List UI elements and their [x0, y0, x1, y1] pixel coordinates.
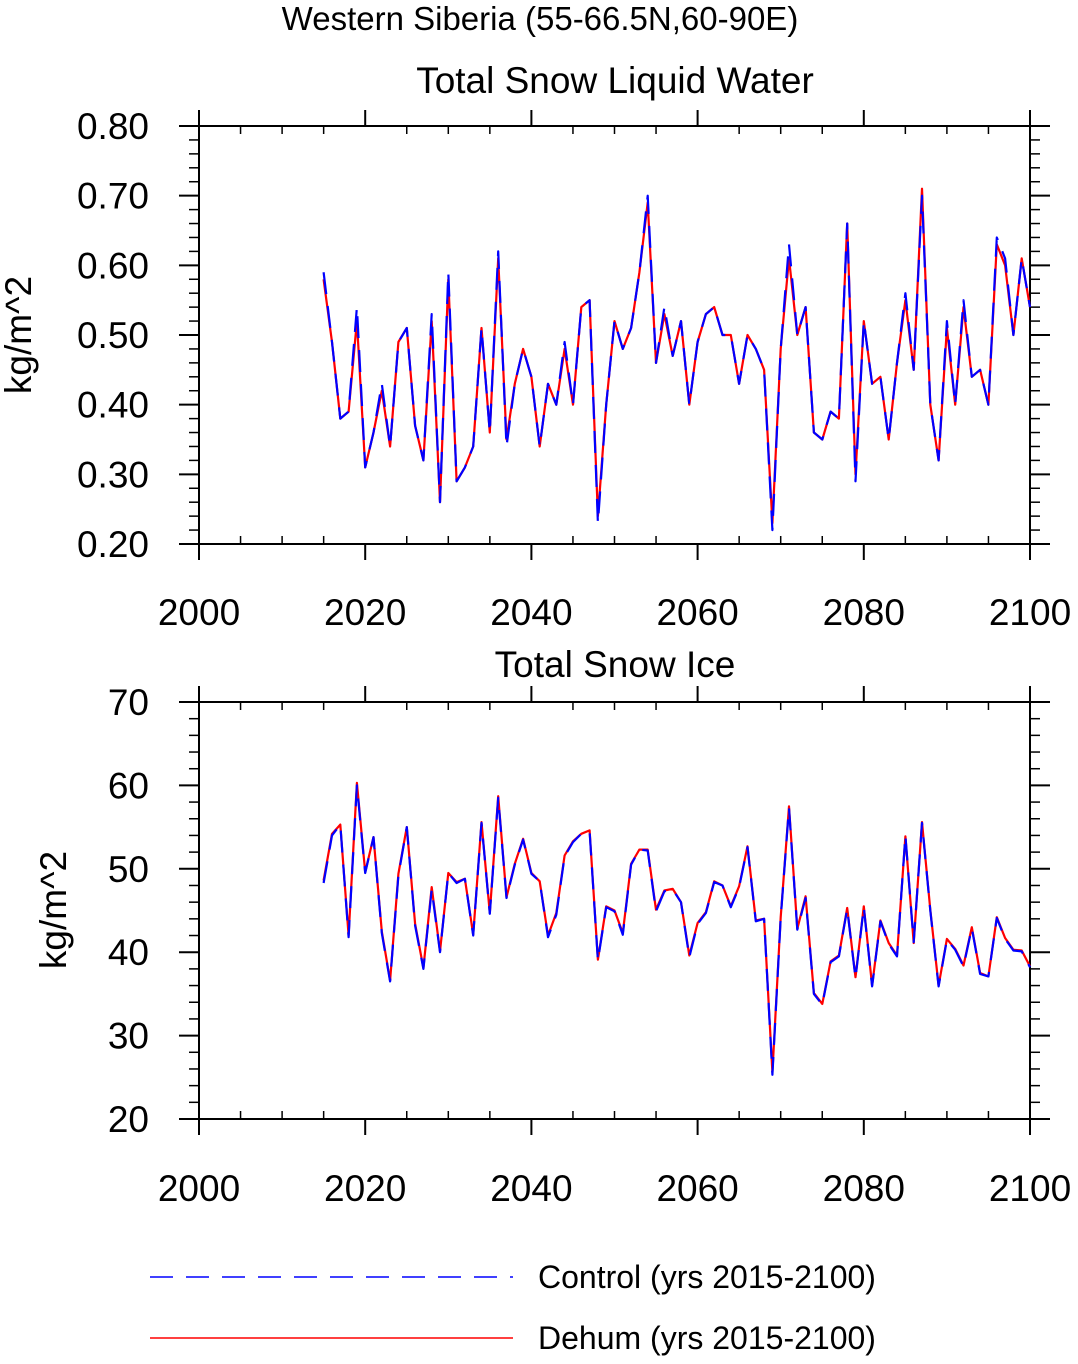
tick-marks — [179, 686, 1050, 1135]
legend-label-control: Control (yrs 2015-2100) — [538, 1259, 876, 1295]
y-tick-label: 0.20 — [77, 524, 149, 565]
series-line — [322, 784, 1031, 1076]
x-tick-label: 2060 — [656, 592, 738, 633]
x-tick-label: 2040 — [490, 1168, 572, 1209]
y-axis-label: kg/m^2 — [0, 276, 39, 394]
y-tick-label: 30 — [108, 1016, 149, 1057]
y-tick-label: 0.40 — [77, 385, 149, 426]
x-tick-label: 2020 — [324, 1168, 406, 1209]
x-tick-label: 2060 — [656, 1168, 738, 1209]
x-tick-label: 2020 — [324, 592, 406, 633]
plot-frame — [198, 125, 1031, 545]
tick-marks — [179, 110, 1050, 560]
series-line — [322, 194, 1032, 532]
y-tick-label: 70 — [108, 682, 149, 723]
legend-label-dehum: Dehum (yrs 2015-2100) — [538, 1320, 876, 1356]
x-tick-label: 2040 — [490, 592, 572, 633]
panel-title: Total Snow Liquid Water — [416, 60, 814, 101]
y-tick-label: 0.50 — [77, 315, 149, 356]
figure-title: Western Siberia (55-66.5N,60-90E) — [282, 0, 799, 37]
y-tick-label: 40 — [108, 932, 149, 973]
y-tick-label: 0.70 — [77, 176, 149, 217]
y-tick-label: 60 — [108, 765, 149, 806]
y-tick-labels: 20 30 40 50 60 70 — [108, 682, 149, 1140]
x-tick-labels: 2000 2020 2040 2060 2080 2100 — [158, 592, 1071, 633]
y-axis-label: kg/m^2 — [33, 851, 74, 969]
y-tick-labels: 0.20 0.30 0.40 0.50 0.60 0.70 0.80 — [77, 106, 149, 565]
series-line — [322, 781, 1031, 1074]
y-tick-label: 0.60 — [77, 245, 149, 286]
x-tick-label: 2000 — [158, 1168, 240, 1209]
x-tick-label: 2080 — [823, 592, 905, 633]
panel-title: Total Snow Ice — [495, 644, 736, 685]
series-lines — [322, 781, 1031, 1076]
y-tick-label: 0.80 — [77, 106, 149, 147]
x-tick-labels: 2000 2020 2040 2060 2080 2100 — [158, 1168, 1071, 1209]
x-tick-label: 2100 — [989, 592, 1071, 633]
legend: Control (yrs 2015-2100) Dehum (yrs 2015-… — [150, 1259, 876, 1356]
panel-snow-liquid-water: Total Snow Liquid Water kg/m^2 0.200.300… — [0, 60, 1071, 633]
y-tick-label: 0.30 — [77, 454, 149, 495]
x-tick-label: 2080 — [823, 1168, 905, 1209]
y-tick-label: 50 — [108, 849, 149, 890]
series-lines — [322, 187, 1032, 532]
x-tick-label: 2100 — [989, 1168, 1071, 1209]
x-tick-label: 2000 — [158, 592, 240, 633]
y-tick-label: 20 — [108, 1099, 149, 1140]
